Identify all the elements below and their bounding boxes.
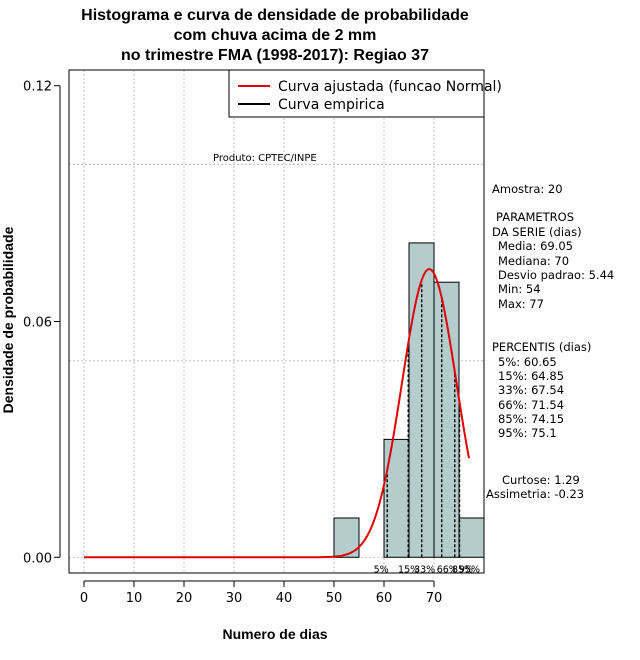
chart-title-line-2: com chuva acima de 2 mm bbox=[174, 27, 377, 44]
stat-assimetria: Assimetria: -0.23 bbox=[486, 487, 584, 501]
legend-empirical-label: Curva empirica bbox=[278, 97, 385, 113]
chart-title-line-3: no trimestre FMA (1998-2017): Regiao 37 bbox=[121, 47, 429, 64]
histogram-bar bbox=[458, 517, 485, 558]
legend-box bbox=[228, 69, 485, 118]
sample-size: Amostra: 20 bbox=[492, 182, 563, 196]
legend-fit-label: Curva ajustada (funcao Normal) bbox=[278, 79, 502, 95]
percentile-axis-label: 15% bbox=[398, 564, 419, 575]
stat-max: Max: 77 bbox=[498, 297, 544, 311]
stat-desvio: Desvio padrao: 5.44 bbox=[498, 268, 614, 282]
normal-fit-curve bbox=[84, 268, 470, 559]
x-tick-label: 0 bbox=[80, 591, 88, 606]
stat-min: Min: 54 bbox=[498, 282, 541, 296]
percentile-axis-label: 5% bbox=[374, 564, 389, 575]
stat-curtose: Curtose: 1.29 bbox=[502, 473, 580, 487]
percentile-axis-label: 85% bbox=[452, 564, 473, 575]
legend: Curva ajustada (funcao Normal) Curva emp… bbox=[228, 69, 502, 118]
chart-title-line-1: Histograma e curva de densidade de proba… bbox=[81, 7, 469, 24]
histogram-bar bbox=[333, 517, 360, 558]
params-header-1: PARAMETROS bbox=[496, 210, 574, 224]
x-tick-label: 60 bbox=[376, 591, 393, 606]
x-tick-label: 70 bbox=[426, 591, 443, 606]
y-tick-label: 0.00 bbox=[23, 551, 52, 566]
percentile-lines-layer: 5% 15%33% 66%85%95% bbox=[374, 279, 480, 575]
x-tick-label: 30 bbox=[226, 591, 243, 606]
axes-layer: 0 10 20 30 40 50 60 70 0.00 0.06 0.12 bbox=[23, 80, 442, 606]
percentile-axis-label: 66% bbox=[437, 564, 458, 575]
x-axis-title: Numero de dias bbox=[222, 626, 327, 642]
params-header-2: DA SERIE (dias) bbox=[492, 225, 582, 239]
x-tick-label: 50 bbox=[326, 591, 343, 606]
stat-mediana: Mediana: 70 bbox=[498, 254, 569, 268]
stat-p95: 95%: 75.1 bbox=[498, 426, 557, 440]
stat-p5: 5%: 60.65 bbox=[498, 355, 557, 369]
stat-p15: 15%: 64.85 bbox=[498, 369, 564, 383]
percentile-axis-label: 33% bbox=[414, 564, 435, 575]
stat-p66: 66%: 71.54 bbox=[498, 398, 564, 412]
product-annotation: Produto: CPTEC/INPE bbox=[213, 153, 317, 164]
stat-p33: 33%: 67.54 bbox=[498, 383, 564, 397]
y-axis-title: Densidade de probabilidade bbox=[0, 226, 16, 413]
stat-p85: 85%: 74.15 bbox=[498, 412, 564, 426]
percentis-header: PERCENTIS (dias) bbox=[492, 340, 591, 354]
stat-media: Media: 69.05 bbox=[498, 239, 573, 253]
curve-layer bbox=[84, 268, 470, 559]
x-tick-label: 40 bbox=[276, 591, 293, 606]
bars-layer bbox=[333, 242, 485, 558]
percentile-axis-label: 95% bbox=[459, 564, 480, 575]
y-tick-label: 0.06 bbox=[23, 316, 52, 331]
side-stats: Amostra: 20 PARAMETROS DA SERIE (dias) M… bbox=[486, 182, 614, 501]
x-tick-label: 10 bbox=[126, 591, 143, 606]
x-tick-label: 20 bbox=[176, 591, 193, 606]
y-tick-label: 0.12 bbox=[23, 80, 52, 95]
